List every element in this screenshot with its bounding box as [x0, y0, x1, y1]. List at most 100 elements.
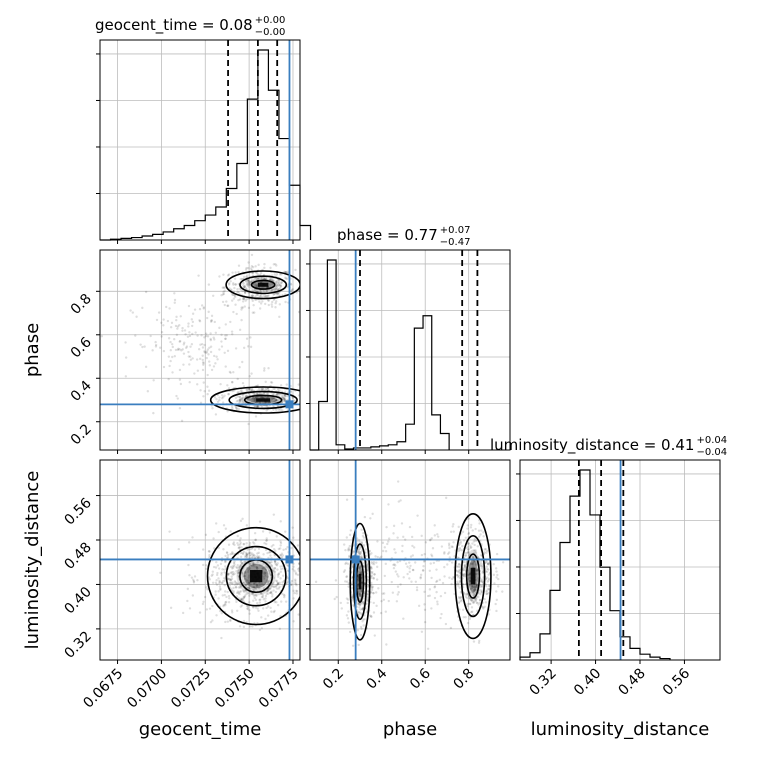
- sample-point: [371, 570, 374, 574]
- sample-point: [243, 305, 246, 308]
- sample-point: [362, 564, 366, 568]
- sample-point: [270, 398, 273, 401]
- sample-point: [306, 305, 308, 307]
- sample-point: [198, 307, 202, 311]
- sample-point: [276, 292, 280, 295]
- sample-point: [239, 519, 243, 523]
- sample-point: [241, 399, 245, 402]
- sample-point: [470, 610, 473, 614]
- sample-point: [210, 319, 213, 322]
- sample-point: [455, 574, 459, 577]
- sample-point: [230, 288, 233, 291]
- sample-point: [468, 573, 471, 577]
- sample-point: [215, 355, 218, 358]
- sample-point: [319, 391, 321, 393]
- sample-point: [256, 601, 259, 605]
- sample-point: [212, 336, 215, 339]
- sample-point: [497, 577, 500, 581]
- sample-point: [162, 349, 166, 353]
- sample-point: [372, 591, 375, 595]
- sample-point: [429, 538, 432, 541]
- sample-point: [369, 517, 372, 520]
- sample-point: [283, 395, 286, 398]
- sample-point: [252, 278, 256, 282]
- sample-point: [470, 584, 474, 588]
- sample-point: [451, 525, 454, 528]
- axes-frame: [99, 459, 301, 661]
- sample-point: [304, 394, 306, 396]
- sample-point: [262, 572, 266, 576]
- sample-point: [411, 544, 414, 548]
- sample-point: [366, 585, 370, 588]
- sample-point: [226, 572, 230, 576]
- sample-point: [376, 565, 379, 569]
- sample-point: [431, 547, 435, 550]
- sample-point: [447, 542, 451, 545]
- sample-point: [206, 385, 209, 388]
- sample-point: [195, 358, 199, 361]
- sample-point: [146, 390, 150, 393]
- sample-point: [278, 393, 281, 396]
- sample-point: [209, 332, 212, 335]
- sample-point: [241, 597, 244, 601]
- sample-point: [466, 524, 469, 527]
- sample-point: [247, 568, 250, 571]
- sample-point: [256, 561, 259, 564]
- sample-point: [211, 294, 215, 297]
- sample-point: [247, 586, 251, 589]
- sample-point: [248, 548, 252, 551]
- sample-point: [189, 345, 192, 348]
- sample-point: [485, 584, 488, 588]
- sample-point: [352, 550, 356, 554]
- sample-point: [278, 280, 281, 283]
- sample-point: [466, 551, 470, 554]
- sample-point: [358, 602, 362, 605]
- sample-point: [278, 303, 281, 306]
- sample-point: [450, 577, 454, 581]
- sample-point: [392, 563, 395, 567]
- sample-point: [124, 375, 128, 378]
- sample-point: [274, 562, 277, 565]
- sample-point: [233, 543, 236, 547]
- sample-point: [269, 381, 273, 384]
- sample-point: [268, 550, 272, 554]
- sample-point: [248, 551, 251, 555]
- sample-point: [243, 574, 246, 578]
- sample-point: [264, 574, 267, 578]
- sample-point: [224, 565, 227, 568]
- sample-point: [372, 601, 375, 605]
- sample-point: [225, 300, 228, 303]
- sample-point: [209, 345, 213, 348]
- sample-point: [272, 589, 275, 592]
- sample-point: [457, 601, 461, 605]
- sample-point: [447, 544, 451, 547]
- sample-point: [267, 303, 271, 307]
- sample-point: [472, 555, 475, 559]
- sample-point: [436, 535, 440, 538]
- truth-marker: [351, 555, 360, 564]
- sample-point: [244, 571, 247, 574]
- sample-point: [262, 277, 265, 280]
- sample-point: [486, 561, 489, 564]
- sample-point: [201, 358, 204, 362]
- sample-point: [357, 549, 361, 552]
- sample-point: [242, 625, 246, 629]
- contour-line: [250, 279, 276, 290]
- sample-point: [252, 563, 255, 566]
- sample-point: [358, 593, 361, 596]
- sample-point: [222, 395, 225, 399]
- sample-point: [440, 612, 443, 616]
- sample-point: [263, 262, 266, 266]
- sample-point: [193, 372, 196, 375]
- sample-point: [293, 569, 296, 573]
- sample-point: [238, 398, 242, 402]
- sample-point: [199, 401, 203, 404]
- sample-point: [271, 300, 274, 304]
- sample-point: [424, 541, 428, 544]
- sample-point: [433, 524, 436, 527]
- sample-point: [469, 546, 472, 550]
- sample-point: [479, 561, 483, 564]
- sample-point: [247, 388, 251, 391]
- sample-point: [359, 633, 363, 637]
- sample-point: [476, 569, 479, 572]
